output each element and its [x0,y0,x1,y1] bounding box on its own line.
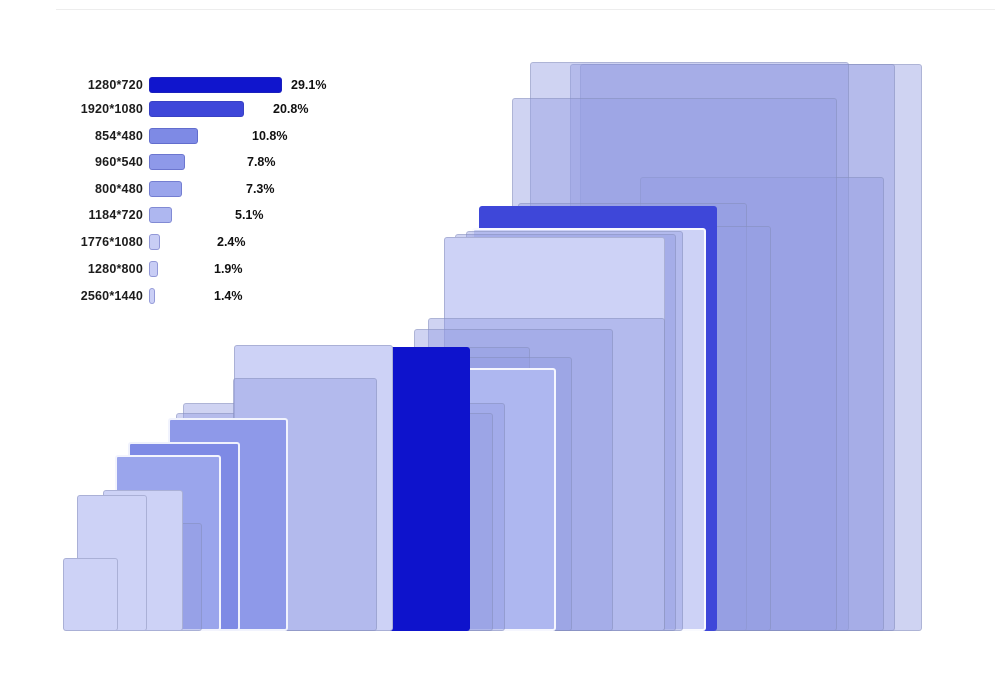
legend-resolution-label: 1280*800 [87,262,143,276]
legend-bar [149,128,198,144]
legend-item-1280x800[interactable]: 1280*800 1.9% [0,261,360,278]
legend-bar [149,288,155,304]
legend-percent-label: 1.9% [214,262,243,276]
legend-resolution-label: 1184*720 [88,208,143,222]
legend-item-1280x720[interactable]: 1280*720 29.1% [0,77,360,94]
legend-percent-label: 7.8% [247,155,276,169]
box-front1 [63,558,118,631]
legend-bar [149,261,158,277]
legend-resolution-label: 1776*1080 [80,235,143,249]
legend-resolution-label: 960*540 [95,155,143,169]
legend-item-1184x720[interactable]: 1184*720 5.1% [0,207,360,224]
legend-item-800x480[interactable]: 800*480 7.3% [0,181,360,198]
legend-bar [149,154,185,170]
legend-bar [149,181,182,197]
legend-item-854x480[interactable]: 854*480 10.8% [0,128,360,145]
legend-bar [149,234,160,250]
legend-resolution-label: 800*480 [95,182,143,196]
legend-resolution-label: 1280*720 [87,78,143,92]
legend-bar [149,207,172,223]
legend-percent-label: 10.8% [252,129,288,143]
legend-percent-label: 20.8% [273,102,309,116]
legend-bar [149,101,244,117]
legend-resolution-label: 1920*1080 [80,102,143,116]
legend-bar [149,77,282,93]
legend-item-960x540[interactable]: 960*540 7.8% [0,154,360,171]
legend-percent-label: 29.1% [291,78,327,92]
legend-item-2560x1440[interactable]: 2560*1440 1.4% [0,288,360,305]
legend-item-1920x1080[interactable]: 1920*1080 20.8% [0,101,360,118]
top-divider [56,9,995,10]
legend-resolution-label: 854*480 [95,129,143,143]
legend-percent-label: 1.4% [214,289,243,303]
legend-resolution-label: 2560*1440 [80,289,143,303]
legend-percent-label: 7.3% [246,182,275,196]
legend-percent-label: 5.1% [235,208,264,222]
legend-percent-label: 2.4% [217,235,246,249]
legend-item-1776x1080[interactable]: 1776*1080 2.4% [0,234,360,251]
